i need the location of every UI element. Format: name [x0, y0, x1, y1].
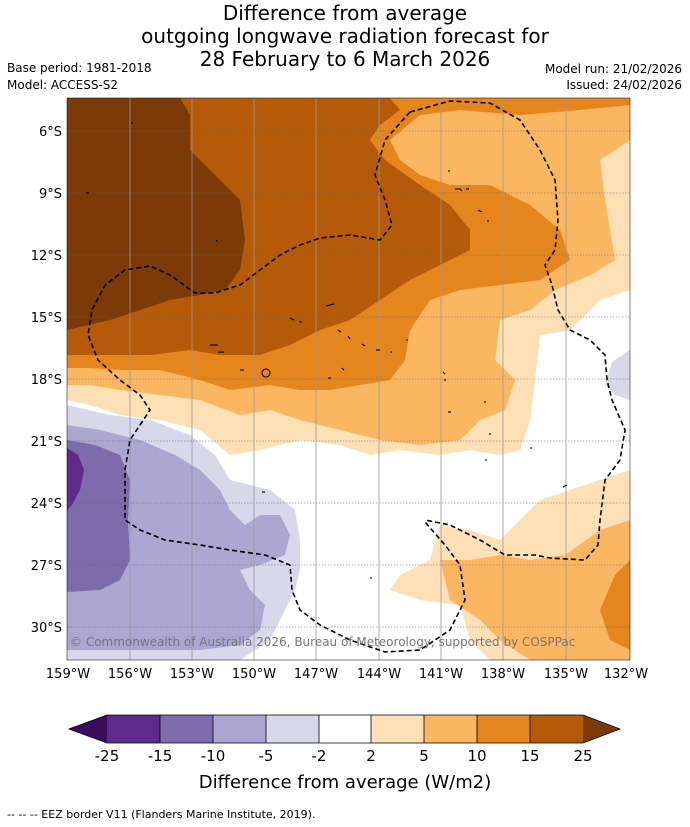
- lat-label: 18°S: [31, 373, 62, 388]
- lat-label: 15°S: [31, 311, 62, 326]
- colorbar-bin: [213, 715, 266, 743]
- lon-label: 132°W: [604, 667, 648, 682]
- lon-label: 141°W: [419, 667, 463, 682]
- title-line-1: Difference from average: [222, 1, 468, 25]
- colorbar-bin: [266, 715, 319, 743]
- lon-label: 153°W: [170, 667, 214, 682]
- colorbar-bin: [160, 715, 213, 743]
- eez-border-north: [409, 100, 626, 561]
- lat-label: 21°S: [31, 435, 62, 450]
- lat-label: 27°S: [31, 559, 62, 574]
- lon-label: 147°W: [294, 667, 338, 682]
- footer-note: -- -- -- EEZ border V11 (Flanders Marine…: [7, 808, 316, 821]
- map-frame: [66, 97, 631, 661]
- region-pos-5-10-se: [440, 520, 630, 660]
- colorbar-tick: 2: [366, 747, 376, 765]
- lat-label: 9°S: [39, 187, 62, 202]
- island: [361, 343, 366, 347]
- title-line-2: outgoing longwave radiation forecast for: [141, 24, 549, 48]
- colorbar-bin: [371, 715, 424, 743]
- island: [442, 371, 446, 375]
- colorbar: -25 -15 -10 -5 -2 2 5 10 15 25 Differenc…: [67, 714, 622, 793]
- island: [289, 317, 295, 321]
- region-pos-10-15-se: [600, 560, 630, 650]
- colorbar-under: [69, 715, 107, 743]
- issued-date: Issued: 24/02/2026: [566, 78, 682, 92]
- colorbar-tick: -2: [312, 747, 327, 765]
- region-neg-15-25: [67, 448, 84, 510]
- island: [215, 239, 219, 243]
- colorbar-bin: [530, 715, 583, 743]
- graticule: [67, 130, 630, 628]
- colorbar-bin: [424, 715, 477, 743]
- colorbar-tick: -25: [95, 747, 120, 765]
- colorbar-outline: [67, 714, 622, 744]
- lon-label: 144°W: [357, 667, 401, 682]
- lat-labels: 6°S 9°S 12°S 15°S 18°S 21°S 24°S 27°S 30…: [31, 125, 62, 636]
- region-neg-2-5-east: [605, 350, 630, 400]
- island: [337, 329, 342, 333]
- copyright-text: © Commonwealth of Australia 2026, Bureau…: [70, 635, 575, 649]
- lat-label: 6°S: [39, 125, 62, 140]
- lat-label: 12°S: [31, 249, 62, 264]
- eez-borders: [87, 100, 626, 653]
- lon-label: 150°W: [232, 667, 276, 682]
- region-pos-over-25: [67, 98, 245, 330]
- colorbar-bin: [319, 715, 371, 743]
- lon-label: 135°W: [544, 667, 588, 682]
- colorbar-label: Difference from average (W/m2): [199, 772, 491, 793]
- colorbar-tick: 15: [520, 747, 539, 765]
- lat-label: 24°S: [31, 497, 62, 512]
- lon-label: 138°W: [481, 667, 525, 682]
- lat-label: 30°S: [31, 621, 62, 636]
- model-name: Model: ACCESS-S2: [7, 78, 119, 92]
- island: [325, 303, 335, 307]
- eez-border-north-inner: [87, 111, 466, 653]
- island: [341, 367, 345, 371]
- lon-labels: 159°W 156°W 153°W 150°W 147°W 144°W 141°…: [46, 667, 648, 682]
- colorbar-over: [583, 715, 620, 743]
- island: [455, 188, 463, 192]
- island: [261, 368, 271, 378]
- anomaly-field: [67, 98, 630, 660]
- meridians: [129, 98, 567, 660]
- colorbar-bin: [477, 715, 530, 743]
- colorbar-tick: -15: [148, 747, 173, 765]
- lon-label: 156°W: [108, 667, 152, 682]
- island: [562, 484, 568, 488]
- colorbar-tick: 10: [467, 747, 486, 765]
- colorbar-tick: 5: [419, 747, 429, 765]
- colorbar-tick: -5: [259, 747, 274, 765]
- colorbar-tick: -10: [201, 747, 226, 765]
- island: [477, 209, 483, 213]
- colorbar-tick: 25: [573, 747, 592, 765]
- islands: [86, 122, 568, 579]
- region-neg-10-15: [67, 440, 130, 592]
- colorbar-bin: [107, 715, 160, 743]
- base-period: Base period: 1981-2018: [7, 61, 152, 75]
- title-line-3: 28 February to 6 March 2026: [199, 47, 491, 71]
- lon-label: 159°W: [46, 667, 90, 682]
- island: [347, 335, 351, 340]
- model-run: Model run: 21/02/2026: [544, 62, 682, 76]
